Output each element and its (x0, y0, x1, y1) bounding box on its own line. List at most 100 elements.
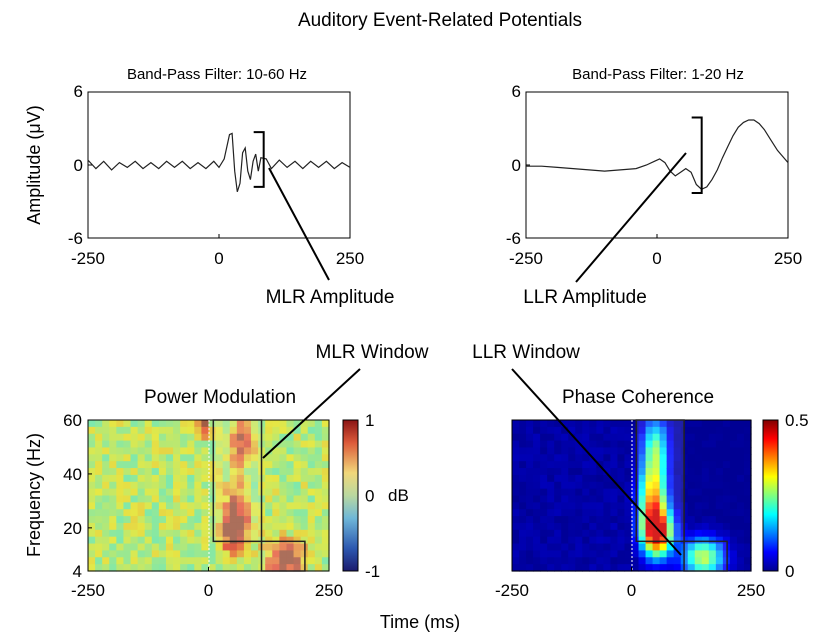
heatmap-cell (673, 481, 682, 490)
heatmap-cell (701, 529, 710, 538)
heatmap-cell (194, 433, 203, 442)
heatmap-cell (743, 481, 752, 490)
heatmap-cell (722, 447, 731, 455)
heatmap-cell (102, 420, 110, 428)
heatmap-cell (165, 433, 174, 442)
heatmap-cell (610, 522, 619, 531)
heatmap-cell (102, 454, 110, 462)
heatmap-cell (95, 536, 103, 545)
heatmap-cell (645, 474, 654, 483)
heatmap-cell (708, 529, 717, 538)
heatmap-cell (251, 509, 259, 517)
heatmap-cell (617, 420, 626, 428)
heatmap-cell (286, 522, 295, 531)
heatmap-cell (314, 557, 323, 565)
heatmap-cell (659, 454, 668, 462)
heatmap-cell (526, 495, 534, 503)
heatmap-cell (743, 433, 752, 442)
heatmap-cell (165, 516, 174, 524)
heatmap-cell (652, 488, 661, 497)
heatmap-cell (95, 474, 103, 483)
heatmap-cell (673, 529, 682, 538)
heatmap-cell (243, 468, 252, 476)
heatmap-cell (236, 502, 245, 510)
x-tick-label: 250 (737, 581, 765, 600)
heatmap-cell (666, 550, 675, 558)
heatmap-cell (151, 550, 160, 558)
heatmap-cell (158, 557, 167, 565)
heatmap-cell (561, 509, 569, 517)
heatmap-cell (701, 433, 710, 442)
heatmap-cell (631, 420, 640, 428)
heatmap-cell (694, 433, 703, 442)
heatmap-cell (715, 481, 724, 490)
heatmap-cell (701, 543, 710, 552)
llr-amplitude-label: LLR Amplitude (523, 287, 647, 308)
heatmap-cell (526, 502, 534, 510)
heatmap-cell (151, 516, 160, 524)
heatmap-cell (243, 529, 252, 538)
heatmap-cell (561, 454, 569, 462)
heatmap-cell (582, 536, 590, 545)
heatmap-cell (617, 543, 626, 552)
heatmap-cell (659, 509, 668, 517)
heatmap-cell (540, 536, 548, 545)
heatmap-cell (144, 495, 153, 503)
heatmap-cell (519, 433, 527, 442)
heatmap-cell (582, 522, 590, 531)
heatmap-cell (624, 543, 633, 552)
heatmap-cell (575, 433, 583, 442)
x-tick-label: -250 (71, 581, 105, 600)
heatmap-cell (300, 495, 309, 503)
x-tick-label: 0 (652, 249, 661, 268)
heatmap-cell (568, 550, 576, 558)
heatmap-cell (307, 529, 316, 538)
heatmap-cell (666, 454, 675, 462)
heatmap-cell (554, 522, 562, 531)
heatmap-cell (109, 454, 117, 462)
heatmap-cell (561, 420, 569, 428)
heatmap-cell (722, 509, 731, 517)
heatmap-cell (617, 440, 626, 449)
heatmap-cell (158, 447, 167, 455)
heatmap-cell (137, 550, 146, 558)
heatmap-cell (144, 447, 153, 455)
heatmap-cell (251, 502, 259, 510)
heatmap-cell (208, 495, 217, 503)
heatmap-cell (736, 488, 745, 497)
heatmap-cell (314, 502, 323, 510)
heatmap-cell (701, 474, 710, 483)
heatmap-cell (519, 557, 527, 565)
heatmap-cell (194, 516, 203, 524)
heatmap-cell (265, 440, 273, 449)
heatmap-cell (165, 488, 174, 497)
heatmap-cell (265, 550, 273, 558)
heatmap-cell (575, 536, 583, 545)
heatmap-cell (151, 564, 160, 572)
heatmap-cell (547, 564, 555, 572)
heatmap-cell (314, 529, 323, 538)
heatmap-cell (519, 481, 527, 490)
heatmap-cell (279, 522, 288, 531)
heatmap-cell (610, 543, 619, 552)
heatmap-cell (243, 481, 252, 490)
heatmap-cell (307, 461, 316, 469)
heatmap-cell (631, 426, 640, 435)
heatmap-cell (736, 468, 745, 476)
heatmap-cell (547, 516, 555, 524)
heatmap-cell (236, 474, 245, 483)
heatmap-cell (109, 564, 117, 572)
heatmap-cell (708, 426, 717, 435)
heatmap-cell (526, 474, 534, 483)
heatmap-cell (701, 447, 710, 455)
heatmap-cell (158, 461, 167, 469)
heatmap-cell (687, 536, 696, 545)
heatmap-cell (158, 522, 167, 531)
heatmap-cell (701, 509, 710, 517)
heatmap-cell (265, 502, 273, 510)
heatmap-cell (652, 468, 661, 476)
heatmap-cell (222, 433, 231, 442)
heatmap-cell (610, 509, 619, 517)
heatmap-cell (137, 426, 146, 435)
heatmap-cell (222, 468, 231, 476)
